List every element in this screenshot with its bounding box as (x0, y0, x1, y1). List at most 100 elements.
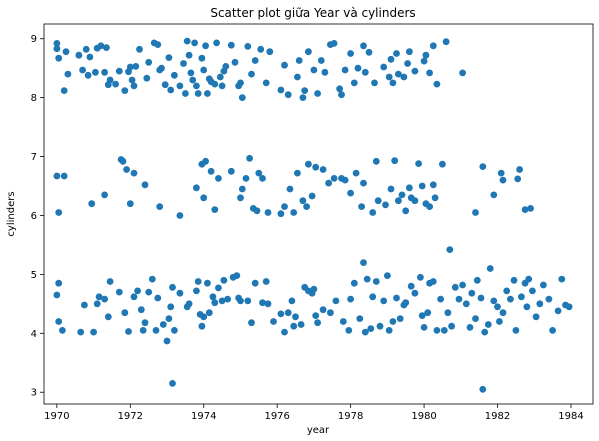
scatter-point (264, 300, 272, 308)
scatter-point (393, 294, 400, 302)
scatter-point (411, 289, 419, 297)
scatter-point (308, 192, 316, 200)
scatter-point (451, 283, 459, 291)
scatter-point (119, 157, 127, 165)
scatter-point (123, 166, 130, 173)
scatter-point (75, 51, 83, 59)
scatter-point (402, 207, 410, 215)
scatter-point (402, 299, 410, 307)
scatter-point (165, 54, 173, 61)
scatter-point (490, 297, 498, 305)
scatter-point (93, 300, 101, 308)
scatter-point (180, 60, 187, 67)
scatter-point (540, 281, 547, 289)
scatter-point (486, 265, 494, 272)
scatter-point (248, 70, 255, 78)
scatter-point (112, 80, 119, 88)
scatter-point (367, 325, 375, 332)
scatter-point (380, 63, 388, 71)
y-tick-label: 8 (31, 93, 37, 104)
scatter-point (193, 184, 200, 192)
scatter-point (347, 189, 354, 197)
scatter-point (82, 45, 90, 53)
scatter-point (270, 318, 277, 325)
scatter-point (299, 197, 307, 205)
scatter-point (198, 54, 206, 62)
scatter-point (281, 61, 288, 69)
scatter-point (79, 66, 86, 74)
scatter-point (358, 203, 365, 211)
x-axis-ticks: 1970 1972 1974 1976 1978 1980 1982 1984 (44, 404, 584, 422)
scatter-point (303, 203, 310, 211)
scatter-point (101, 191, 108, 199)
scatter-point (440, 327, 448, 334)
scatter-point (429, 278, 437, 285)
scatter-point (154, 294, 162, 302)
scatter-point (545, 295, 553, 303)
scatter-point (499, 176, 507, 184)
scatter-point (389, 318, 397, 325)
scatter-point (202, 157, 210, 165)
scatter-point (125, 328, 132, 335)
scatter-point (352, 169, 360, 177)
scatter-point (257, 45, 265, 53)
scatter-point (372, 157, 380, 165)
scatter-point (494, 303, 501, 311)
scatter-point (290, 209, 298, 216)
scatter-point (266, 48, 274, 56)
scatter-point (365, 48, 373, 56)
scatter-point (433, 327, 441, 334)
scatter-point (411, 67, 419, 75)
scatter-point (171, 71, 178, 79)
scatter-point (422, 51, 430, 59)
y-tick-label: 6 (31, 211, 37, 222)
scatter-point (356, 315, 364, 322)
scatter-point (284, 91, 292, 99)
scatter-point (281, 203, 288, 211)
scatter-point (277, 210, 285, 218)
scatter-point (202, 42, 210, 50)
scatter-point (426, 69, 433, 77)
scatter-point (290, 322, 298, 330)
scatter-point (238, 94, 246, 101)
scatter-point (141, 319, 149, 327)
scatter-point (169, 380, 176, 387)
scatter-point (220, 276, 228, 284)
scatter-point (558, 275, 566, 283)
scatter-point (369, 293, 377, 301)
scatter-point (145, 288, 153, 296)
scatter-point (126, 63, 134, 71)
scatter-point (60, 87, 68, 94)
scatter-point (481, 328, 489, 336)
scatter-point (527, 205, 534, 212)
scatter-point (518, 293, 525, 301)
scatter-point (347, 295, 354, 303)
scatter-point (130, 82, 138, 90)
scatter-point (497, 169, 505, 177)
scatter-point (484, 321, 492, 328)
scatter-point (455, 295, 463, 303)
scatter-point (295, 57, 303, 64)
x-tick-label: 1982 (485, 411, 510, 422)
scatter-point (126, 200, 134, 208)
scatter-point (248, 319, 255, 327)
scatter-point (132, 63, 140, 70)
scatter-point (418, 312, 426, 319)
scatter-point (121, 87, 129, 94)
plot-frame (43, 23, 594, 405)
scatter-point (426, 203, 433, 211)
x-tick-label: 1978 (338, 411, 363, 422)
scatter-point (411, 197, 419, 205)
scatter-point (185, 300, 193, 308)
scatter-point (137, 306, 145, 314)
scatter-point (255, 169, 263, 177)
scatter-point (521, 206, 529, 214)
scatter-point (292, 313, 299, 321)
scatter-point (380, 297, 388, 305)
y-tick-label: 9 (31, 34, 37, 45)
scatter-point (115, 67, 123, 75)
scatter-point (53, 45, 61, 53)
scatter-point (406, 48, 413, 56)
scatter-point (227, 167, 235, 175)
scatter-point (396, 315, 404, 322)
